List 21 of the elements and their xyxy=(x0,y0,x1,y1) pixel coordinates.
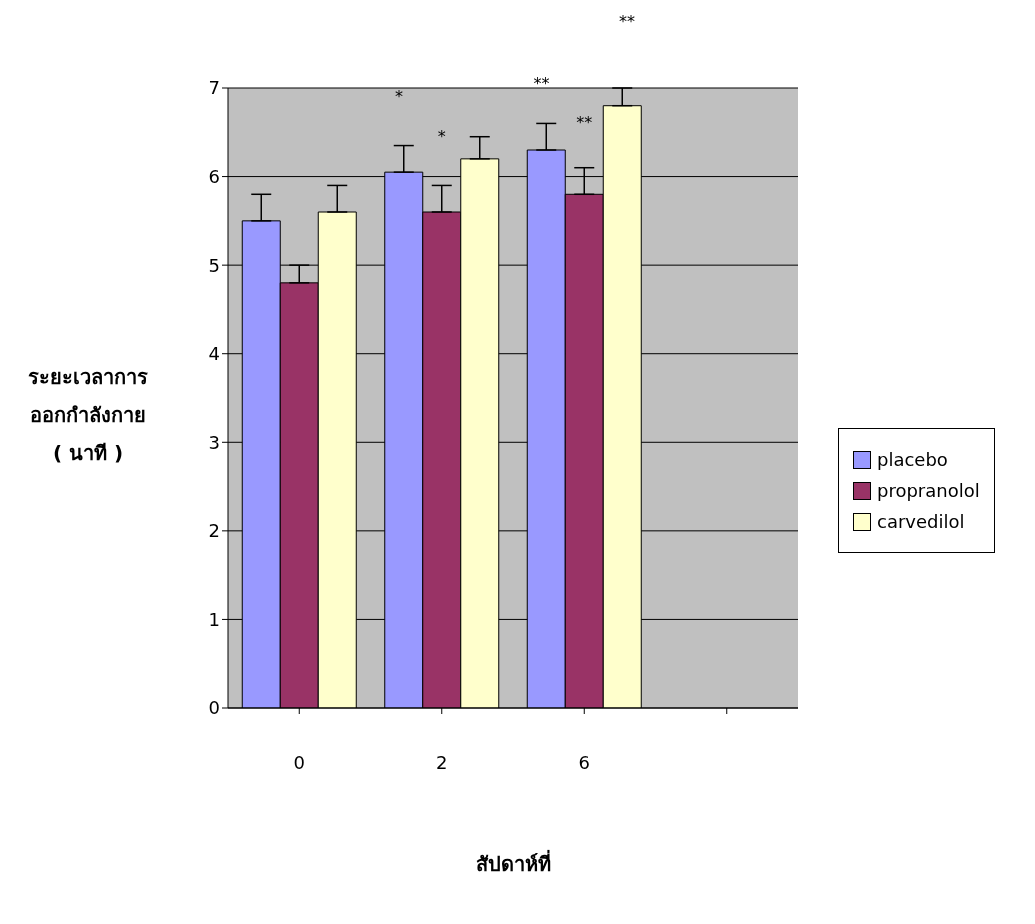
x-axis-title: สัปดาห์ที่ xyxy=(474,849,552,878)
x-tick-label: 2 xyxy=(436,751,448,773)
y-axis-title: ระยะเวลาการ ออกกำลังกาย ( นาที ) xyxy=(27,364,149,467)
y-tick-label: 2 xyxy=(208,520,220,542)
x-tick-label: 0 xyxy=(293,751,305,773)
legend-label: placebo xyxy=(877,449,948,470)
text: ** xyxy=(618,11,636,31)
annotation: * xyxy=(394,86,404,106)
annotation: ** xyxy=(575,113,594,133)
y-tick-label: 6 xyxy=(208,165,220,187)
y-tick-label: 5 xyxy=(208,254,220,276)
y-tick-label: 1 xyxy=(208,608,220,630)
y-tick-label: 4 xyxy=(208,343,220,365)
y-tick-label: 7 xyxy=(208,77,220,99)
y-tick-label: 0 xyxy=(208,697,220,719)
x-tick-label: 6 xyxy=(578,751,590,773)
legend-label: propranolol xyxy=(877,480,980,501)
annotation: * xyxy=(436,126,447,146)
legend-label: carvedilol xyxy=(877,511,965,532)
annotation: ** xyxy=(532,73,551,93)
y-tick-label: 3 xyxy=(208,431,220,453)
